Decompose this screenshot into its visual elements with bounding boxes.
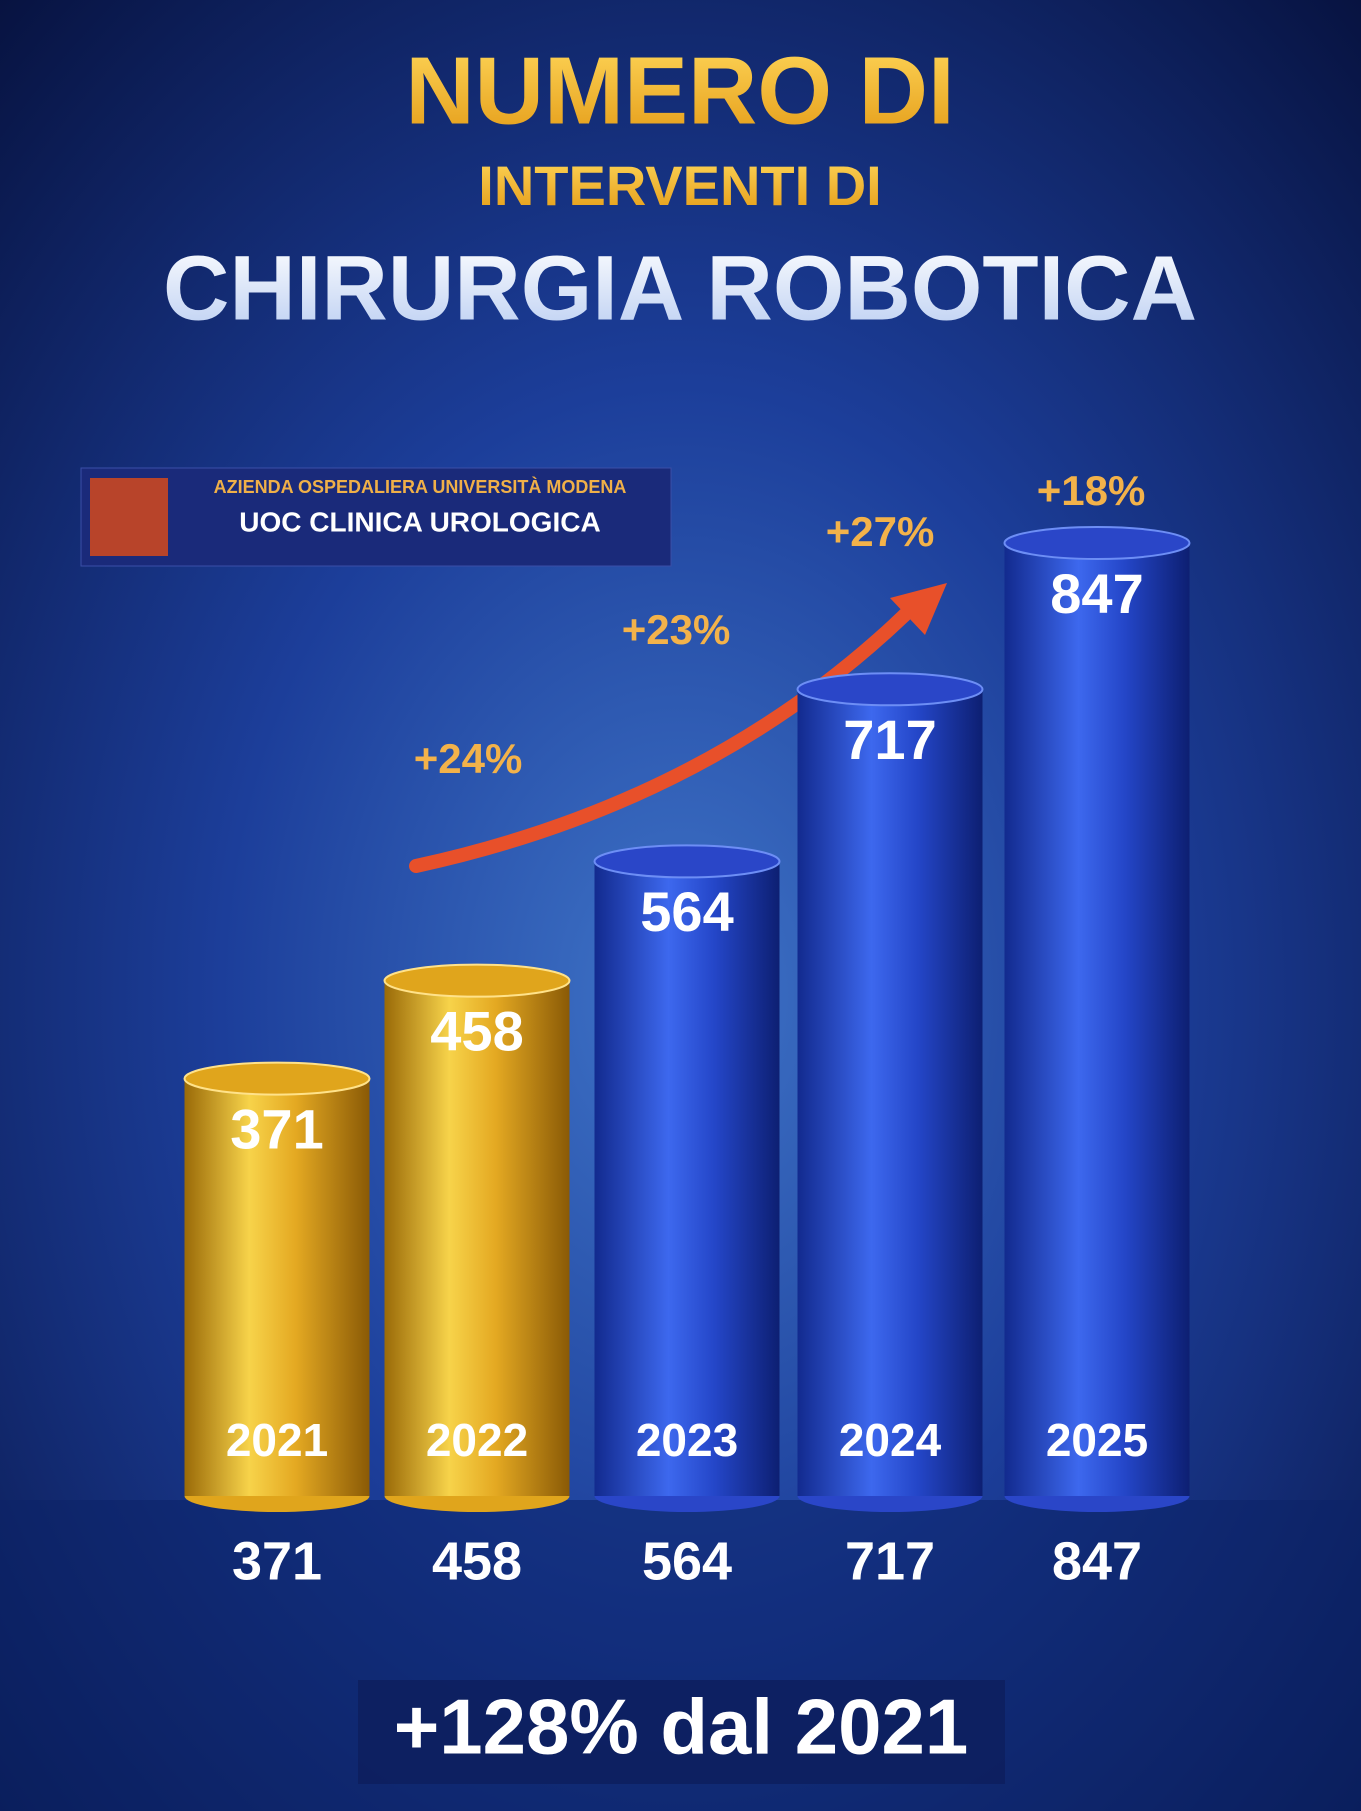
title-line-3: CHIRURGIA ROBOTICA [163,237,1197,339]
bar-cap [385,965,570,997]
bar-value-label: 564 [640,880,733,943]
badge-unit: UOC CLINICA UROLOGICA [239,506,600,537]
year-label: 2021 [226,1414,328,1466]
bar [798,689,983,1496]
value-label: 371 [232,1531,322,1591]
bar-value-label: 458 [430,999,523,1062]
growth-label: +18% [1037,467,1146,514]
title-line-2: INTERVENTI DI [478,154,881,217]
bar-cap [1005,527,1190,559]
growth-label: +24% [414,735,523,782]
value-label: 564 [642,1531,732,1591]
year-label: 2023 [636,1414,738,1466]
value-label: 847 [1052,1531,1142,1591]
growth-label: +23% [622,606,731,653]
bar-value-label: 717 [843,708,936,771]
title-line-1: NUMERO DI [405,37,954,144]
bar-cap [185,1063,370,1095]
bar-cap [798,673,983,705]
badge-logo [90,478,168,556]
bar-value-label: 847 [1050,562,1143,625]
bar-value-label: 371 [230,1097,323,1160]
value-label: 458 [432,1531,522,1591]
year-label: 2024 [839,1414,942,1466]
year-label: 2025 [1046,1414,1148,1466]
value-label: 717 [845,1531,935,1591]
growth-label: +27% [826,508,935,555]
footer: +128% dal 2021 [394,1683,969,1771]
bar [595,861,780,1496]
bar [1005,543,1190,1496]
badge-institution: AZIENDA OSPEDALIERA UNIVERSITÀ MODENA [214,476,627,497]
infographic: NUMERO DI INTERVENTI DI CHIRURGIA ROBOTI… [0,0,1361,1811]
bar-cap [595,845,780,877]
year-label: 2022 [426,1414,528,1466]
